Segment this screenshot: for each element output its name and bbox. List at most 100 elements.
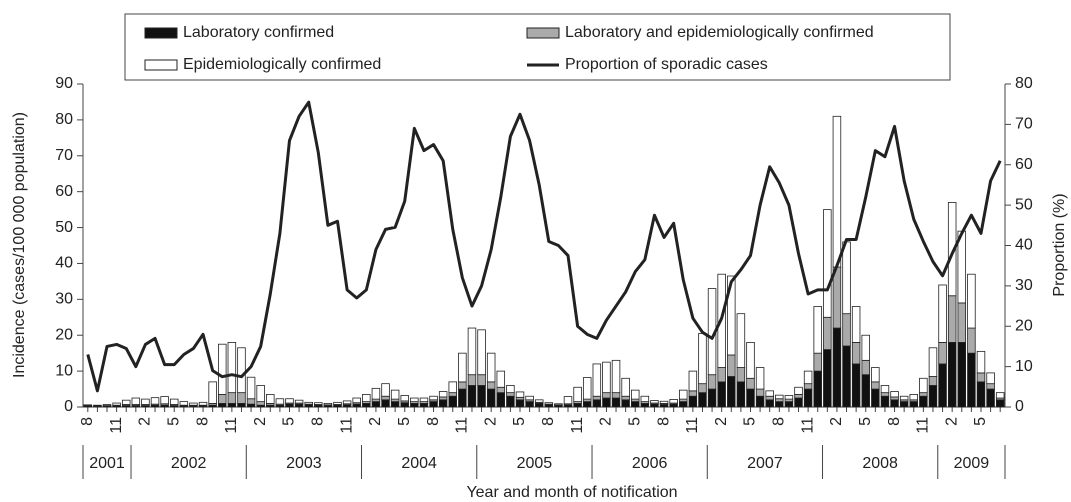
bar-segment bbox=[438, 399, 448, 408]
y-tick-label: 90 bbox=[55, 75, 73, 92]
y-tick-label: 70 bbox=[55, 147, 73, 164]
bar-segment bbox=[755, 388, 765, 397]
x-tick-label: 8 bbox=[310, 417, 327, 426]
bar-segment bbox=[736, 313, 746, 368]
bar-segment bbox=[880, 392, 890, 397]
bar-segment bbox=[890, 396, 899, 401]
bar-segment bbox=[275, 398, 285, 405]
y-tick-label: 20 bbox=[55, 326, 73, 343]
x-tick-label: 8 bbox=[886, 417, 903, 426]
bar-segment bbox=[410, 403, 419, 408]
bar-segment bbox=[323, 403, 333, 406]
bar-segment bbox=[381, 395, 390, 401]
x-tick-label: 11 bbox=[338, 417, 355, 434]
bar-segment bbox=[314, 402, 323, 405]
bar-segment bbox=[967, 327, 976, 354]
bar-segment bbox=[688, 370, 698, 392]
bar-segment bbox=[919, 392, 928, 397]
bar-segment bbox=[986, 383, 995, 390]
bar-segment bbox=[976, 372, 986, 383]
y2-axis-title: Proportion (%) bbox=[1051, 193, 1068, 296]
bar-segment bbox=[362, 394, 371, 403]
y-tick-label: 50 bbox=[55, 219, 73, 236]
year-label: 2002 bbox=[171, 455, 207, 472]
bar-segment bbox=[458, 381, 467, 390]
bar-segment bbox=[246, 403, 256, 408]
x-tick-label: 11 bbox=[684, 417, 701, 434]
bar-segment bbox=[294, 403, 304, 408]
bar-segment bbox=[246, 398, 256, 405]
bar-segment bbox=[438, 396, 448, 401]
bar-segment bbox=[371, 401, 381, 408]
bar-segment bbox=[890, 391, 899, 398]
bar-segment bbox=[611, 359, 621, 394]
bar-segment bbox=[611, 397, 621, 408]
bar-segment bbox=[736, 367, 746, 383]
bar-segment bbox=[947, 295, 957, 343]
year-label: 2001 bbox=[89, 455, 125, 472]
y2-tick-label: 50 bbox=[1015, 196, 1033, 213]
bar-segment bbox=[458, 388, 467, 408]
bar-segment bbox=[832, 115, 842, 268]
year-label: 2008 bbox=[862, 455, 898, 472]
bar-segment bbox=[707, 388, 717, 408]
year-label: 2004 bbox=[401, 455, 437, 472]
x-tick-label: 11 bbox=[108, 417, 125, 434]
bar-segment bbox=[688, 395, 698, 408]
bar-segment bbox=[698, 392, 707, 408]
line-series bbox=[86, 100, 1002, 393]
bar-segment bbox=[592, 363, 602, 397]
bar-segment bbox=[976, 381, 986, 408]
y-tick-label: 40 bbox=[55, 255, 73, 272]
bar-segment bbox=[851, 363, 861, 408]
bar-segment bbox=[947, 341, 957, 408]
y-tick-label: 60 bbox=[55, 183, 73, 200]
bar-segment bbox=[727, 354, 736, 377]
bar-segment bbox=[496, 370, 506, 388]
x-tick-label: 5 bbox=[972, 417, 989, 426]
bar-segment bbox=[727, 275, 736, 356]
bar-segment bbox=[995, 392, 1005, 399]
legend-label: Laboratory and epidemiologically confirm… bbox=[565, 24, 874, 41]
bar-segment bbox=[419, 403, 429, 408]
bar-segment bbox=[429, 401, 438, 408]
bar-segment bbox=[938, 284, 947, 343]
bar-segment bbox=[304, 401, 313, 405]
y2-tick-label: 10 bbox=[1015, 358, 1033, 375]
bar-segment bbox=[218, 343, 227, 395]
bar-segment bbox=[602, 361, 611, 394]
bar-segment bbox=[486, 352, 496, 383]
bar-segment bbox=[582, 377, 592, 400]
bar-segment bbox=[775, 398, 784, 403]
bar-segment bbox=[342, 400, 352, 405]
bar-segment bbox=[640, 403, 650, 408]
bar-segment bbox=[995, 399, 1005, 408]
bar-segment bbox=[650, 403, 659, 408]
year-label: 2007 bbox=[747, 455, 783, 472]
bar-segment bbox=[928, 385, 938, 408]
x-tick-label: 8 bbox=[79, 417, 96, 426]
bar-segment bbox=[592, 399, 602, 408]
y2-tick-label: 30 bbox=[1015, 277, 1033, 294]
bar-segment bbox=[93, 404, 102, 407]
bar-segment bbox=[823, 316, 832, 350]
bar-segment bbox=[419, 397, 429, 403]
bar-segment bbox=[976, 350, 986, 374]
bar-segment bbox=[813, 306, 822, 354]
bar-segment bbox=[237, 392, 246, 404]
bar-segment bbox=[381, 383, 390, 397]
bar-segment bbox=[621, 395, 630, 401]
x-tick-label: 11 bbox=[569, 417, 586, 434]
bar-segment bbox=[746, 341, 755, 379]
bar-segment bbox=[717, 367, 726, 383]
bar-segment bbox=[486, 388, 496, 408]
bar-segment bbox=[169, 398, 179, 405]
bar-segment bbox=[506, 395, 515, 408]
bar-segment bbox=[227, 403, 237, 408]
bar-segment bbox=[506, 385, 515, 394]
bar-segment bbox=[919, 395, 928, 408]
bar-segment bbox=[957, 302, 967, 343]
bar-segment bbox=[727, 376, 736, 408]
